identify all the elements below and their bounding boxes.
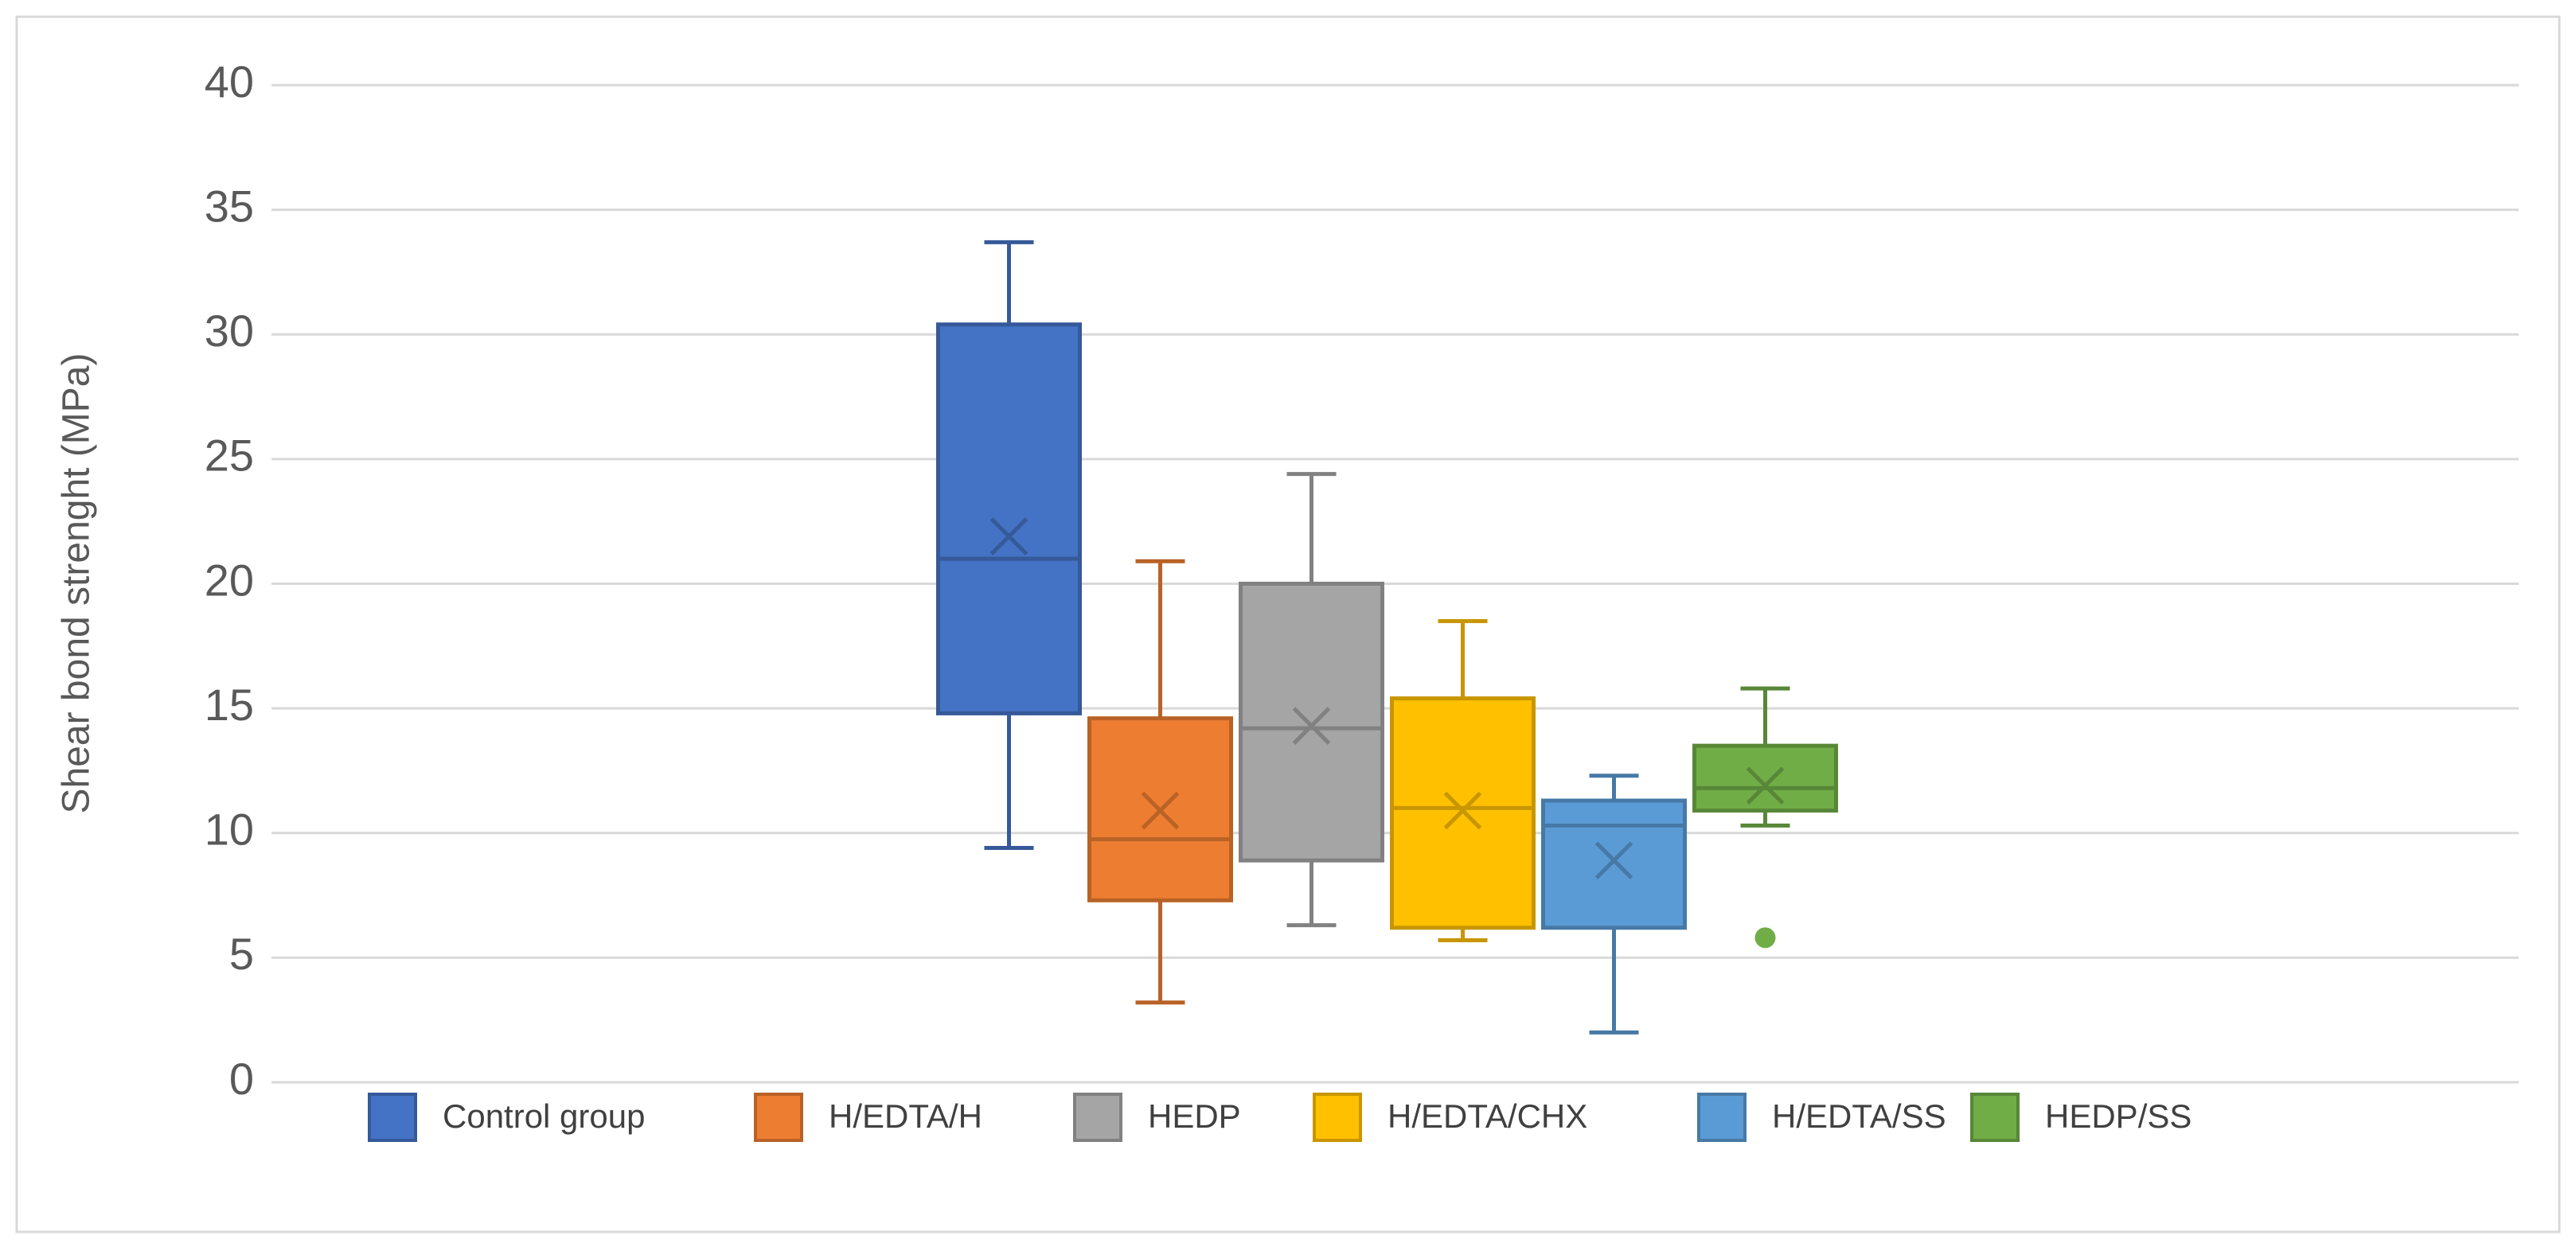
y-tick-label: 20 (205, 555, 254, 605)
y-tick-label: 5 (229, 929, 254, 979)
box (1240, 583, 1383, 861)
mean-marker (1292, 707, 1331, 745)
mean-marker (1594, 841, 1633, 879)
legend-swatch-fill (1973, 1096, 2016, 1139)
legend-swatch-fill (1076, 1096, 1119, 1139)
legend-label: HEDP (1148, 1097, 1241, 1135)
legend-label: H/EDTA/H (829, 1097, 982, 1135)
legend-swatch-fill (1700, 1096, 1743, 1139)
box (1543, 801, 1685, 928)
y-tick-label: 10 (205, 805, 254, 855)
outlier (1754, 927, 1776, 949)
legend-label: HEDP/SS (2045, 1097, 2192, 1135)
legend-label: Control group (443, 1097, 645, 1135)
mean-marker (1443, 791, 1482, 830)
mean-marker (989, 517, 1028, 555)
legend-label: H/EDTA/CHX (1388, 1097, 1587, 1135)
box-outline (1390, 696, 1536, 930)
box (938, 324, 1080, 714)
box-outline (1541, 798, 1687, 930)
y-tick-label: 0 (229, 1054, 254, 1104)
y-tick-label: 40 (205, 57, 254, 107)
legend-swatch-fill (1316, 1096, 1359, 1139)
y-tick-label: 35 (205, 181, 254, 231)
box (1694, 746, 1836, 811)
mean-marker (1141, 791, 1180, 830)
box-outline (1087, 716, 1233, 902)
legend-swatch-fill (371, 1096, 414, 1139)
y-tick-label: 15 (205, 680, 254, 730)
box-outline (1239, 582, 1384, 863)
legend-swatch-fill (757, 1096, 800, 1139)
y-tick-label: 25 (205, 431, 254, 481)
box-outline (1692, 743, 1838, 813)
mean-marker (1746, 766, 1785, 805)
legend-label: H/EDTA/SS (1772, 1097, 1946, 1135)
box-outline (936, 322, 1082, 715)
y-axis-title: Shear bond strenght (MPa) (56, 353, 98, 814)
y-tick-label: 30 (205, 306, 254, 356)
